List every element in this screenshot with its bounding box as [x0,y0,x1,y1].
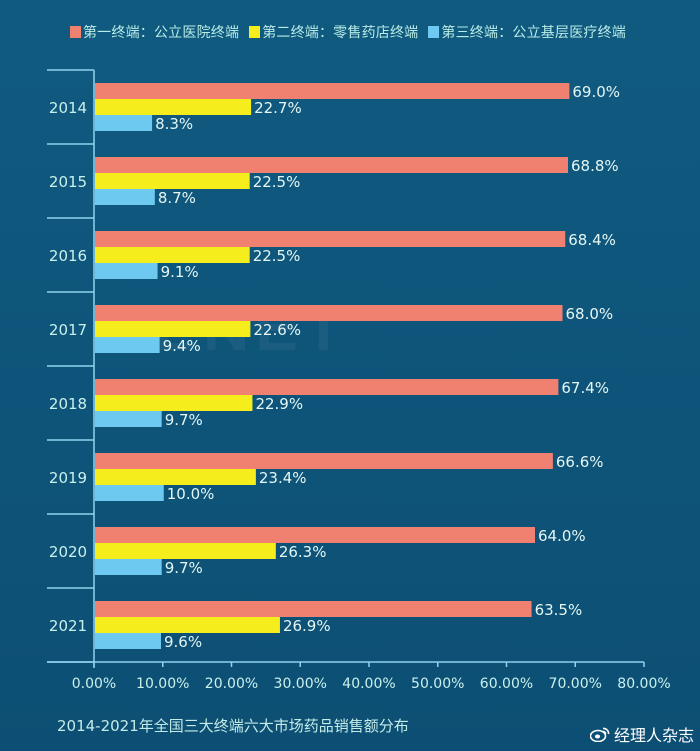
bar-3 [95,263,158,279]
legend-label-terminal-2: 第二终端：零售药店终端 [262,25,419,41]
data-label: 68.8% [571,157,619,175]
data-label: 26.3% [279,543,327,561]
y-tick-label: 2021 [49,617,87,635]
bar-3 [95,633,161,649]
data-label: 22.5% [253,247,301,265]
bar-3 [95,485,164,501]
data-label: 22.7% [254,99,302,117]
bar-2 [95,543,276,559]
x-tick-label: 80.00% [617,676,670,692]
x-tick-label: 30.00% [274,676,327,692]
bar-1 [95,231,566,247]
x-tick-label: 20.00% [205,676,258,692]
x-tick-label: 0.00% [72,676,116,692]
data-label: 64.0% [538,527,586,545]
bar-1 [95,379,559,395]
bar-2 [95,617,280,633]
bar-1 [95,305,563,321]
data-label: 26.9% [283,617,331,635]
bar-1 [95,601,532,617]
y-tick-label: 2018 [49,395,87,413]
bar-2 [95,247,250,263]
data-label: 8.3% [155,115,193,133]
legend-swatch-terminal-3 [428,26,440,38]
data-label: 67.4% [561,379,609,397]
legend-swatch-terminal-1 [69,26,81,38]
bar-3 [95,559,162,575]
legend-label-terminal-3: 第三终端：公立基层医疗终端 [441,25,626,41]
legend-item-terminal-2: 第二终端：零售药店终端 [249,22,418,42]
y-tick-label: 2014 [49,99,87,117]
y-tick-label: 2017 [49,321,87,339]
y-tick-label: 2015 [49,173,87,191]
source-watermark: 经理人杂志 [589,722,694,746]
data-label: 63.5% [535,601,583,619]
chart-footer-title: 2014-2021年全国三大终端六大市场药品销售额分布 [57,717,409,735]
bar-1 [95,83,570,99]
data-label: 68.0% [566,305,614,323]
bar-2 [95,469,256,485]
data-label: 8.7% [158,189,196,207]
weibo-icon [589,726,610,743]
bar-1 [95,453,553,469]
data-label: 9.4% [163,337,201,355]
legend-label-terminal-1: 第一终端：公立医院终端 [82,25,240,41]
x-tick-label: 70.00% [549,676,602,692]
data-label: 10.0% [167,485,215,503]
chart-legend: 第一终端：公立医院终端 第二终端：零售药店终端 第三终端：公立基层医疗终端 [0,19,700,45]
data-label: 22.5% [253,173,301,191]
data-label: 9.6% [164,633,202,651]
bar-3 [95,411,162,427]
data-label: 66.6% [556,453,604,471]
bar-1 [95,527,535,543]
x-tick-label: 40.00% [342,676,395,692]
legend-item-terminal-1: 第一终端：公立医院终端 [69,22,240,42]
data-label: 9.7% [165,559,203,577]
bar-2 [95,395,253,411]
y-tick-label: 2016 [49,247,87,265]
x-tick-label: 60.00% [480,676,533,692]
bar-2 [95,321,251,337]
data-label: 22.9% [255,395,303,413]
data-label: 22.6% [253,321,301,339]
source-label: 经理人杂志 [613,726,694,745]
data-label: 69.0% [572,83,620,101]
data-label: 23.4% [259,469,307,487]
bar-3 [95,115,153,131]
data-label: 9.7% [165,411,203,429]
y-tick-label: 2019 [49,469,87,487]
bar-1 [95,157,568,173]
x-tick-label: 10.00% [136,676,189,692]
y-tick-label: 2020 [49,543,87,561]
legend-item-terminal-3: 第三终端：公立基层医疗终端 [428,22,626,42]
data-label: 68.4% [568,231,616,249]
bar-3 [95,337,160,353]
legend-swatch-terminal-2 [249,26,261,38]
bar-3 [95,189,155,205]
bar-2 [95,173,250,189]
x-tick-label: 50.00% [411,676,464,692]
bar-2 [95,99,252,115]
data-label: 9.1% [161,263,199,281]
